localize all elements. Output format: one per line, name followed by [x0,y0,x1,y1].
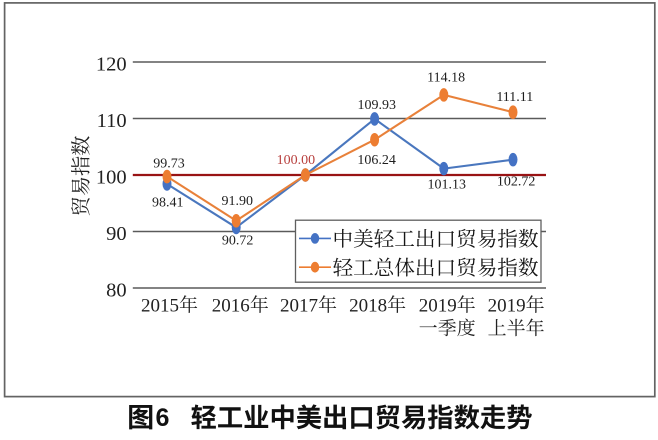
svg-text:106.24: 106.24 [357,153,396,168]
svg-text:90.72: 90.72 [222,234,254,249]
svg-text:2019: 2019 [419,296,457,317]
svg-text:109.93: 109.93 [358,98,397,113]
svg-text:2017: 2017 [280,296,318,317]
svg-text:102.72: 102.72 [497,175,536,190]
svg-text:110: 110 [97,110,127,132]
svg-text:100: 100 [96,166,127,188]
svg-text:91.90: 91.90 [221,194,253,209]
svg-text:2018: 2018 [349,296,387,317]
svg-text:120: 120 [96,53,127,75]
svg-text:2016: 2016 [212,296,250,317]
svg-text:111.11: 111.11 [496,90,533,105]
svg-text:98.41: 98.41 [152,195,184,210]
svg-text:99.73: 99.73 [153,157,185,172]
svg-text:100.00: 100.00 [277,153,316,168]
svg-text:114.18: 114.18 [427,70,465,85]
svg-text:2019: 2019 [488,296,526,317]
svg-text:6: 6 [156,404,170,432]
svg-text:90: 90 [106,223,127,245]
svg-text:101.13: 101.13 [427,178,466,193]
svg-text:2015: 2015 [141,296,179,317]
svg-text:80: 80 [106,279,127,301]
